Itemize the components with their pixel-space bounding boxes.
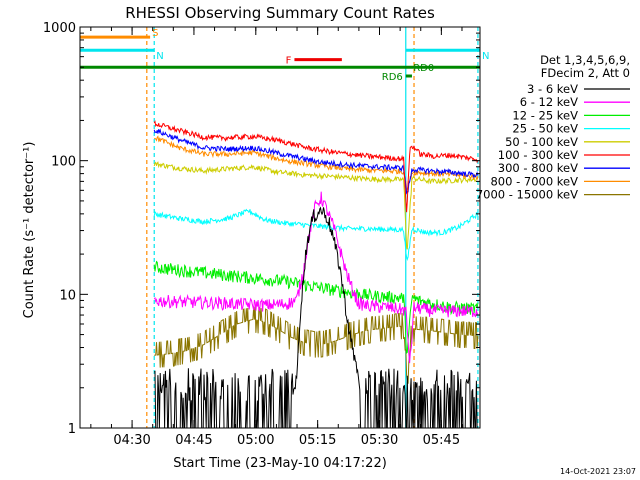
series-50-100-kev — [153, 161, 479, 250]
legend-entry-label: 50 - 100 keV — [505, 135, 578, 149]
series-300-800-kev — [153, 128, 479, 195]
series-line — [154, 135, 479, 191]
series-100-300-kev — [153, 120, 479, 213]
series-line — [153, 120, 479, 213]
flag-label-rd6: RD6 — [382, 72, 403, 83]
y-tick-label: 100 — [51, 155, 76, 170]
legend-entry-label: 6 - 12 keV — [520, 95, 578, 109]
y-tick-label: 1 — [68, 422, 76, 437]
x-tick-label: 05:15 — [299, 433, 336, 448]
x-tick-label: 05:30 — [361, 433, 398, 448]
x-tick-label: 04:45 — [175, 433, 212, 448]
flag-bars: S N N F RD0 RD6 — [80, 28, 489, 83]
legend-entry-label: 7000 - 15000 keV — [476, 188, 578, 202]
footer-timestamp: 14-Oct-2021 23:07 — [560, 467, 636, 476]
series-line — [153, 161, 479, 250]
series-line — [154, 306, 479, 384]
x-tick-label: 05:45 — [423, 433, 460, 448]
legend-entry-label: 100 - 300 keV — [498, 148, 578, 162]
legend-entry-label: 25 - 50 keV — [512, 122, 578, 136]
flag-label-n: N — [482, 51, 489, 62]
series-layer — [153, 120, 479, 428]
legend-entry-label: 300 - 800 keV — [498, 161, 578, 175]
series-800-7000-kev — [154, 135, 479, 191]
y-tick-label: 10 — [59, 288, 76, 303]
series-12-25-kev — [153, 260, 479, 355]
x-axis: 04:30 04:45 05:00 05:15 05:30 05:45 — [90, 27, 463, 448]
x-tick-label: 05:00 — [237, 433, 274, 448]
flag-label-rd0: RD0 — [413, 63, 434, 74]
legend-entry-label: 3 - 6 keV — [527, 82, 578, 96]
x-axis-label: Start Time (23-May-10 04:17:22) — [173, 456, 387, 471]
series-3-6-kev — [153, 206, 478, 428]
series-line — [153, 128, 479, 195]
series-6-12-kev — [153, 191, 479, 364]
plot-frame — [79, 26, 481, 429]
flag-label-s: S — [152, 28, 158, 39]
y-axis-label: Count Rate (s⁻¹ detector⁻¹) — [22, 142, 37, 319]
flag-label-f: F — [286, 56, 292, 67]
series-25-50-kev — [153, 208, 479, 261]
flag-label-n: N — [156, 51, 163, 62]
y-tick-label: 1000 — [43, 21, 76, 36]
y-axis: 1 10 100 1000 — [43, 21, 480, 437]
series-line — [153, 191, 479, 364]
x-tick-label: 04:30 — [113, 433, 150, 448]
legend-entry-label: 800 - 7000 keV — [490, 174, 578, 188]
legend-entry-label: 12 - 25 keV — [512, 108, 578, 122]
legend: Det 1,3,4,5,6,9,FDecim 2, Att 0 3 - 6 keV… — [476, 53, 630, 202]
series-line — [153, 206, 478, 428]
series-line — [153, 208, 479, 261]
chart-title: RHESSI Observing Summary Count Rates — [125, 4, 435, 22]
series-line — [153, 260, 479, 355]
legend-header-line: Det 1,3,4,5,6,9, — [540, 53, 630, 67]
legend-header-line: FDecim 2, Att 0 — [541, 66, 630, 80]
series-7000-15000-kev — [154, 306, 479, 384]
